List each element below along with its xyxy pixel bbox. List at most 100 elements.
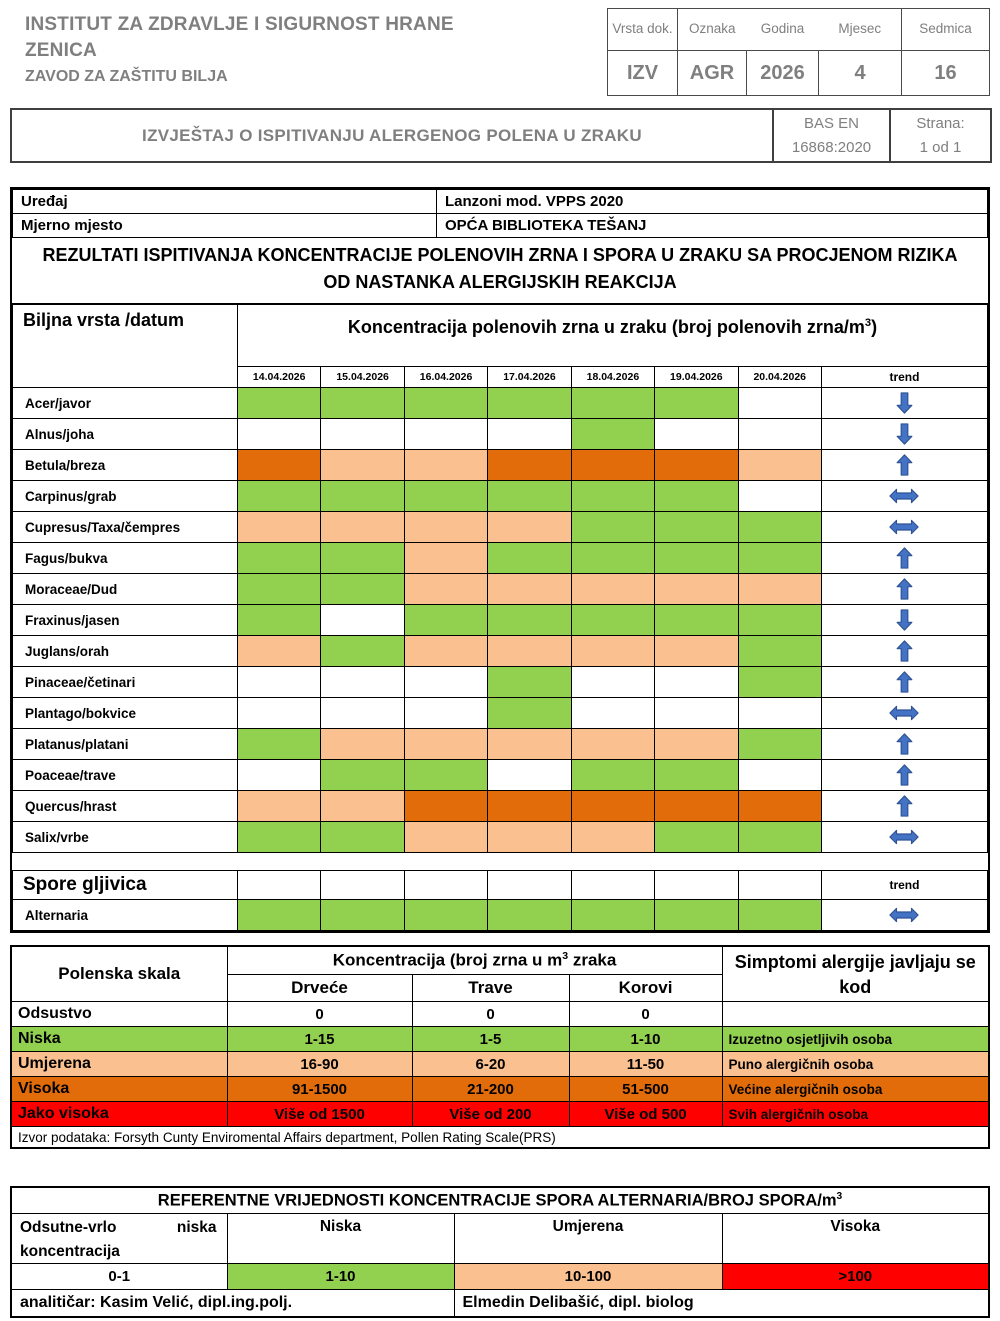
trend-cell <box>820 790 989 822</box>
org-name-line1: INSTITUT ZA ZDRAVLJE I SIGURNOST HRANE <box>25 14 454 35</box>
level-cell <box>487 697 572 729</box>
trend-cell <box>820 697 989 729</box>
trend-up-icon <box>896 640 913 662</box>
level-cell <box>570 542 656 574</box>
date-header: 17.04.2026 <box>487 366 572 388</box>
level-cell <box>403 418 489 450</box>
level-cell <box>737 635 822 667</box>
pollen-row: Fraxinus/jasen <box>12 604 989 636</box>
level-cell <box>570 635 656 667</box>
doc-meta-value: IZV <box>607 50 678 96</box>
species-name: Fraxinus/jasen <box>12 604 238 636</box>
trend-cell <box>820 418 989 450</box>
analyst-right: Elmedin Delibašić, dipl. biolog <box>453 1289 990 1318</box>
trend-up-icon <box>896 671 913 693</box>
pollen-row: Moraceae/Dud <box>12 573 989 605</box>
empty-cell <box>737 870 822 900</box>
device-info-table: Uređaj Lanzoni mod. VPPS 2020 Mjerno mje… <box>12 189 988 238</box>
source-note: Izvor podataka: Forsyth Cunty Enviroment… <box>10 1126 990 1149</box>
page-value: 1 od 1 <box>919 138 962 156</box>
source-row: Izvor podataka: Forsyth Cunty Enviroment… <box>10 1126 990 1149</box>
symptom-cell: Većine alergičnih osoba <box>721 1076 990 1103</box>
trend-up-icon <box>896 454 913 476</box>
scale-value-cell: 0 <box>226 1001 413 1028</box>
doc-meta-value-row: IZV AGR 2026 4 16 <box>607 50 990 96</box>
concentration-header-text: Koncentracija polenovih zrna u zraku (br… <box>347 317 865 337</box>
level-cell <box>654 666 739 698</box>
level-cell <box>737 728 822 760</box>
level-cell <box>654 635 739 667</box>
pollen-row: Quercus/hrast <box>12 790 989 822</box>
scale-value-cell: 91-1500 <box>226 1076 413 1103</box>
level-cell <box>654 899 739 931</box>
level-cell <box>570 511 656 543</box>
species-name: Moraceae/Dud <box>12 573 238 605</box>
level-cell <box>487 542 572 574</box>
doc-meta-table: Vrsta dok. Oznaka Godina Mjesec Sedmica IZV A… <box>607 8 990 96</box>
trend-stable-icon <box>889 488 920 503</box>
level-cell <box>487 604 572 636</box>
pollen-row: Alnus/joha <box>12 418 989 450</box>
empty-cell <box>236 870 322 900</box>
level-cell <box>737 387 822 419</box>
trend-down-icon <box>896 392 913 414</box>
level-cell <box>487 418 572 450</box>
report-title: IZVJEŠTAJ O ISPITIVANJU ALERGENOG POLENA… <box>10 108 774 163</box>
level-cell <box>320 449 405 481</box>
date-header: 14.04.2026 <box>236 366 322 388</box>
level-cell <box>654 418 739 450</box>
dates-header-row: 14.04.2026 15.04.2026 16.04.2026 17.04.2026… <box>13 366 989 388</box>
scale-row: Niska 1-15 1-5 1-10 Izuzetno osjetljivih oso… <box>10 1026 990 1053</box>
species-name: Plantago/bokvice <box>12 697 238 729</box>
species-name: Alternaria <box>12 899 238 931</box>
spore-section-label: Spore gljivica <box>12 870 238 900</box>
scale-value-cell: 11-50 <box>568 1051 723 1078</box>
trend-stable-icon <box>889 519 920 534</box>
level-cell <box>403 604 489 636</box>
level-cell <box>320 542 405 574</box>
trend-cell <box>820 511 989 543</box>
level-cell <box>737 821 822 853</box>
level-cell <box>320 697 405 729</box>
level-cell <box>654 511 739 543</box>
pollen-row: Salix/vrbe <box>12 821 989 853</box>
level-cell <box>487 449 572 481</box>
scale-row: Odsustvo 0 0 0 <box>10 1001 989 1028</box>
level-cell <box>570 480 656 512</box>
concentration-header: Koncentracija polenovih zrna u zraku (br… <box>237 304 988 367</box>
alternaria-reference-table: REFERENTNE VRIJEDNOSTI KONCENTRACIJE SPO… <box>10 1185 990 1318</box>
reference-header: Visoka <box>721 1213 990 1265</box>
date-header: 19.04.2026 <box>654 366 739 388</box>
pollen-row: Betula/breza <box>12 449 989 481</box>
empty-cell <box>403 870 489 900</box>
site-value: OPĆA BIBLIOTEKA TEŠANJ <box>436 213 988 238</box>
level-cell <box>320 635 405 667</box>
level-cell <box>320 899 405 931</box>
level-cell <box>487 635 572 667</box>
scale-value-cell: 1-10 <box>568 1026 723 1053</box>
date-header: 16.04.2026 <box>403 366 489 388</box>
trend-stable-icon <box>889 829 920 844</box>
trend-header: trend <box>820 366 989 388</box>
level-cell <box>570 790 656 822</box>
level-cell <box>236 604 322 636</box>
level-cell <box>320 387 405 419</box>
level-cell <box>487 899 572 931</box>
scale-conc-sup: 3 <box>562 950 569 963</box>
scale-col-header: Polenska skala <box>10 945 228 1003</box>
letterhead: INSTITUT ZA ZDRAVLJE I SIGURNOST HRANE Z… <box>10 6 990 96</box>
reference-value-cell: 0-1 <box>10 1263 228 1291</box>
species-name: Fagus/bukva <box>12 542 238 574</box>
species-name: Acer/javor <box>12 387 238 419</box>
pollen-table-body: Acer/javor Alnus/joha Betula/breza Carpinus… <box>12 387 989 931</box>
trend-cell <box>820 821 989 853</box>
level-cell <box>654 759 739 791</box>
level-cell <box>403 542 489 574</box>
doc-meta-header: Oznaka <box>677 8 747 51</box>
level-cell <box>403 573 489 605</box>
species-name: Juglans/orah <box>12 635 238 667</box>
pollen-row: Poaceae/trave <box>12 759 989 791</box>
level-cell <box>320 666 405 698</box>
pollen-table: Biljna vrsta /datum Koncentracija poleno… <box>12 304 989 931</box>
level-cell <box>570 604 656 636</box>
